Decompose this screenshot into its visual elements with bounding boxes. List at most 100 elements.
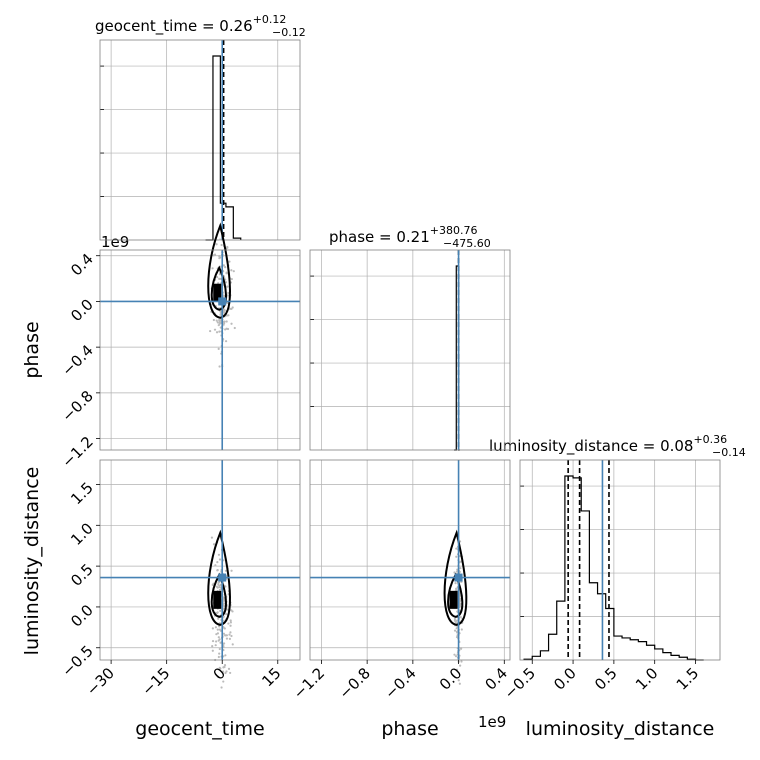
y-tick-label-luminosity_distance-1: 0.0 bbox=[67, 601, 97, 631]
sample-point bbox=[218, 652, 221, 655]
sample-point bbox=[216, 611, 219, 614]
panel-frame bbox=[519, 459, 721, 661]
truth-marker bbox=[454, 573, 463, 582]
sample-point bbox=[225, 613, 228, 616]
sample-point bbox=[459, 664, 462, 667]
sample-point bbox=[211, 627, 214, 630]
sample-point bbox=[230, 277, 233, 281]
sample-point bbox=[218, 558, 222, 561]
title-luminosity-distance-minus: −0.14 bbox=[712, 446, 746, 459]
sample-point bbox=[459, 567, 462, 570]
sample-point bbox=[453, 571, 456, 574]
sample-point bbox=[218, 647, 221, 651]
y-tick-label-phase-2: −0.4 bbox=[58, 341, 96, 379]
sample-point bbox=[219, 326, 222, 329]
sample-point bbox=[218, 581, 221, 584]
sample-point bbox=[216, 321, 219, 324]
sample-point bbox=[224, 266, 227, 269]
panel-phase-vs-geocent_time bbox=[99, 222, 301, 451]
sample-point bbox=[228, 307, 232, 310]
sample-point bbox=[218, 318, 221, 322]
sample-point bbox=[222, 632, 226, 635]
sample-point bbox=[227, 667, 231, 670]
sample-point bbox=[218, 254, 221, 258]
density-core bbox=[449, 590, 458, 609]
contour-outer bbox=[443, 529, 468, 626]
sample-point bbox=[221, 670, 225, 673]
y-tick-label-phase-3: 0.0 bbox=[67, 296, 97, 326]
sample-point bbox=[211, 649, 214, 652]
x-tick-label-geocent_time-1: −15 bbox=[138, 664, 173, 699]
sample-point bbox=[222, 666, 225, 669]
x-tick-label-luminosity_distance-1: 0.0 bbox=[550, 664, 580, 694]
sample-point bbox=[218, 625, 221, 628]
sample-point bbox=[457, 679, 460, 682]
sample-point bbox=[224, 585, 227, 588]
sample-point bbox=[455, 630, 459, 633]
sample-point bbox=[454, 582, 457, 585]
panel-geocent_time-vs-geocent_time bbox=[99, 39, 301, 241]
title-geocent-time: geocent_time = 0.26+0.12 bbox=[95, 13, 286, 36]
contour-inner bbox=[210, 265, 227, 311]
sample-point bbox=[224, 340, 228, 343]
y-tick-label-luminosity_distance-2: 0.5 bbox=[67, 560, 97, 590]
sample-point bbox=[214, 644, 217, 647]
sample-point bbox=[227, 622, 230, 625]
x-tick-label-luminosity_distance-3: 1.0 bbox=[632, 664, 662, 694]
title-geocent-time-plus: +0.12 bbox=[253, 13, 287, 26]
sample-point bbox=[217, 655, 220, 659]
title-luminosity-distance: luminosity_distance = 0.08+0.36 bbox=[489, 433, 727, 456]
sample-point bbox=[213, 253, 217, 256]
x-tick-label-phase-2: −0.4 bbox=[381, 664, 419, 702]
x-axis-label-luminosity-distance: luminosity_distance bbox=[526, 718, 715, 740]
panel-luminosity_distance-vs-phase bbox=[309, 459, 511, 685]
sample-point bbox=[218, 365, 221, 368]
histogram-luminosity_distance bbox=[523, 475, 704, 661]
sample-point bbox=[231, 643, 234, 646]
x-tick-label-geocent_time-3: 15 bbox=[258, 664, 284, 690]
sample-point bbox=[217, 583, 220, 586]
sample-point bbox=[222, 323, 225, 326]
contour-outer bbox=[207, 529, 231, 626]
sample-point bbox=[211, 267, 214, 270]
sample-point bbox=[229, 671, 232, 675]
title-phase-plus: +380.76 bbox=[430, 224, 478, 237]
sample-point bbox=[224, 328, 227, 331]
sample-point bbox=[218, 628, 221, 631]
sample-point bbox=[222, 626, 225, 629]
sample-point bbox=[229, 621, 232, 624]
sample-point bbox=[455, 589, 458, 592]
sample-point bbox=[220, 686, 223, 689]
sample-point bbox=[218, 277, 221, 280]
sample-point bbox=[218, 238, 222, 241]
sample-point bbox=[455, 587, 458, 590]
title-geocent-time-minus: −0.12 bbox=[272, 26, 306, 39]
sample-point bbox=[231, 610, 234, 613]
sample-point bbox=[455, 555, 458, 558]
sample-point bbox=[211, 639, 215, 643]
panel-luminosity_distance-vs-geocent_time bbox=[99, 459, 301, 689]
sample-point bbox=[460, 660, 463, 663]
x-tick-label-phase-3: 0.0 bbox=[436, 664, 466, 694]
title-phase: phase = 0.21+380.76 bbox=[329, 224, 478, 246]
sample-point bbox=[220, 243, 223, 247]
sample-point bbox=[226, 285, 229, 288]
sample-point bbox=[223, 664, 227, 667]
panel-frame bbox=[99, 249, 301, 451]
title-phase-minus: −475.60 bbox=[443, 237, 491, 250]
sample-point bbox=[217, 553, 221, 556]
sample-point bbox=[228, 260, 231, 263]
sample-point bbox=[217, 347, 220, 350]
truth-marker bbox=[218, 297, 227, 306]
sample-point bbox=[217, 636, 220, 639]
x-tick-label-luminosity_distance-4: 1.5 bbox=[673, 664, 703, 694]
sample-point bbox=[215, 243, 218, 246]
sample-point bbox=[229, 619, 232, 622]
sample-point bbox=[453, 629, 457, 632]
sample-point bbox=[230, 634, 233, 638]
sample-point bbox=[453, 653, 456, 656]
sample-point bbox=[223, 308, 226, 311]
sample-point bbox=[217, 617, 220, 620]
sample-point bbox=[223, 320, 226, 323]
truth-marker bbox=[218, 573, 227, 582]
